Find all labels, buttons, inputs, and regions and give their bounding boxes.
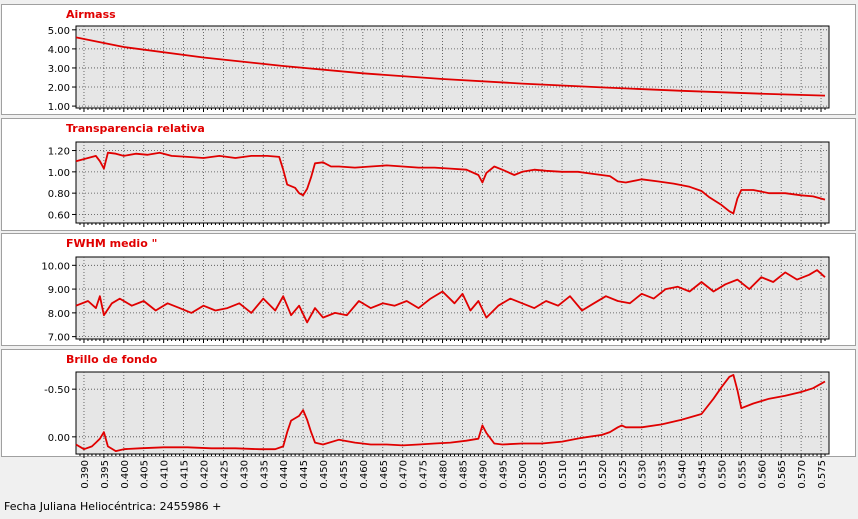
- x-tick-label: 0.405: [140, 460, 151, 489]
- x-tick-label: 0.480: [439, 460, 450, 489]
- x-tick-label: 0.445: [299, 460, 310, 489]
- plot-area: [75, 141, 830, 224]
- series-line: [75, 373, 826, 453]
- x-tick-label: 0.465: [379, 460, 390, 489]
- x-tick-label: 0.430: [239, 460, 250, 489]
- x-tick-label: 0.565: [777, 460, 788, 489]
- x-tick-label: 0.450: [319, 460, 330, 489]
- plot-area: [75, 25, 830, 109]
- y-tick-label: -0.50: [44, 385, 70, 396]
- y-tick-label: 1.00: [48, 168, 70, 179]
- plot-area: [75, 256, 830, 340]
- y-tick-label: 7.00: [48, 333, 70, 344]
- x-tick-label: 0.410: [160, 460, 171, 489]
- panel-title: FWHM medio ": [66, 237, 157, 250]
- x-tick-label: 0.400: [120, 460, 131, 489]
- x-tick-label: 0.475: [419, 460, 430, 489]
- y-tick-label: 1.20: [48, 147, 70, 158]
- x-tick-label: 0.460: [359, 460, 370, 489]
- x-tick-label: 0.490: [478, 460, 489, 489]
- y-tick-label: 3.00: [48, 64, 70, 75]
- panel-2: Transparencia relativa 0.60 0.80 1.00 1.20: [1, 118, 856, 231]
- x-tick-label: 0.425: [219, 460, 230, 489]
- x-tick-label: 0.440: [279, 460, 290, 489]
- footer-label: Fecha Juliana Heliocéntrica: 2455986 +: [4, 500, 222, 513]
- x-tick-label: 0.510: [558, 460, 569, 489]
- x-tick-label: 0.570: [797, 460, 808, 489]
- x-tick-label: 0.395: [100, 460, 111, 489]
- x-tick-label: 0.560: [757, 460, 768, 489]
- series-line: [75, 36, 826, 97]
- panel-4: Brillo de fondo 0.00 -0.50: [1, 349, 856, 458]
- x-tick-label: 0.535: [658, 460, 669, 489]
- x-tick-label: 0.500: [518, 460, 529, 489]
- y-tick-label: 4.00: [48, 45, 70, 56]
- x-tick-label: 0.575: [817, 460, 828, 489]
- y-tick-label: 1.00: [48, 102, 70, 113]
- y-tick-label: 10.00: [41, 261, 70, 272]
- x-tick-label: 0.470: [399, 460, 410, 489]
- panel-title: Transparencia relativa: [66, 122, 205, 135]
- x-tick-label: 0.495: [498, 460, 509, 489]
- x-tick-label: 0.545: [698, 460, 709, 489]
- y-tick-label: 2.00: [48, 83, 70, 94]
- panel-1: Airmass 1.00 2.00 3.00 4.00 5.00: [1, 4, 856, 115]
- x-tick-label: 0.525: [618, 460, 629, 489]
- panel-3: FWHM medio " 7.00 8.00 9.00 10.00: [1, 233, 856, 346]
- y-tick-label: 0.00: [48, 433, 70, 444]
- x-tick-label: 0.520: [598, 460, 609, 489]
- series-line: [75, 269, 826, 324]
- y-tick-label: 0.80: [48, 189, 70, 200]
- x-tick-label: 0.540: [678, 460, 689, 489]
- y-tick-label: 5.00: [48, 26, 70, 37]
- y-tick-label: 9.00: [48, 285, 70, 296]
- x-tick-label: 0.435: [259, 460, 270, 489]
- x-tick-label: 0.555: [737, 460, 748, 489]
- x-tick-label: 0.390: [80, 460, 91, 489]
- x-tick-label: 0.515: [578, 460, 589, 489]
- series-line: [75, 151, 826, 215]
- y-tick-label: 0.60: [48, 210, 70, 221]
- x-tick-label: 0.505: [538, 460, 549, 489]
- x-tick-label: 0.455: [339, 460, 350, 489]
- x-tick-label: 0.530: [638, 460, 649, 489]
- panel-title: Airmass: [66, 8, 116, 21]
- panel-title: Brillo de fondo: [66, 353, 158, 366]
- y-tick-label: 8.00: [48, 309, 70, 320]
- x-tick-label: 0.550: [717, 460, 728, 489]
- x-tick-label: 0.420: [200, 460, 211, 489]
- x-tick-label: 0.415: [180, 460, 191, 489]
- plot-area: [75, 371, 830, 455]
- x-tick-label: 0.485: [459, 460, 470, 489]
